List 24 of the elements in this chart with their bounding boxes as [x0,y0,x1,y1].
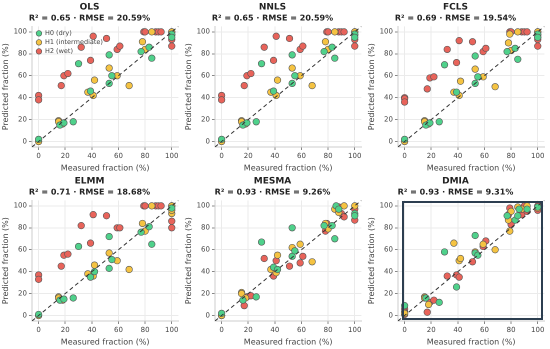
x-axis-title: Measured fraction (%) [244,337,333,346]
y-axis-title: Predicted fraction (%) [184,43,193,130]
chart-subtitle: R² = 0.65 · RMSE = 20.59% [28,14,150,23]
x-axis-title: Measured fraction (%) [426,337,516,346]
chart-title: DMIA [442,176,469,187]
chart-title: ELMM [74,176,104,187]
chart-subtitle: R² = 0.69 · RMSE = 19.54% [394,14,516,23]
y-axis-title: Predicted fraction (%) [184,217,193,304]
x-axis-title: Measured fraction (%) [60,163,150,172]
y-axis-title: Predicted fraction (%) [0,217,10,304]
x-axis-title: Measured fraction (%) [244,163,333,172]
chart-title: NNLS [258,2,286,13]
chart-subtitle: R² = 0.65 · RMSE = 20.59% [212,14,334,23]
chart-subtitle: R² = 0.93 · RMSE = 9.31% [398,188,514,197]
chart-subtitle: R² = 0.93 · RMSE = 9.26% [214,188,330,197]
chart-title: FCLS [443,2,468,13]
y-axis-title: Predicted fraction (%) [366,217,376,304]
x-axis-title: Measured fraction (%) [426,163,516,172]
x-axis-title: Measured fraction (%) [60,337,150,346]
chart-title: MESMA [254,176,292,187]
y-axis-title: Predicted fraction (%) [366,43,376,130]
y-axis-title: Predicted fraction (%) [0,43,10,130]
chart-subtitle: R² = 0.71 · RMSE = 18.68% [28,188,150,197]
chart-title: OLS [80,2,100,13]
